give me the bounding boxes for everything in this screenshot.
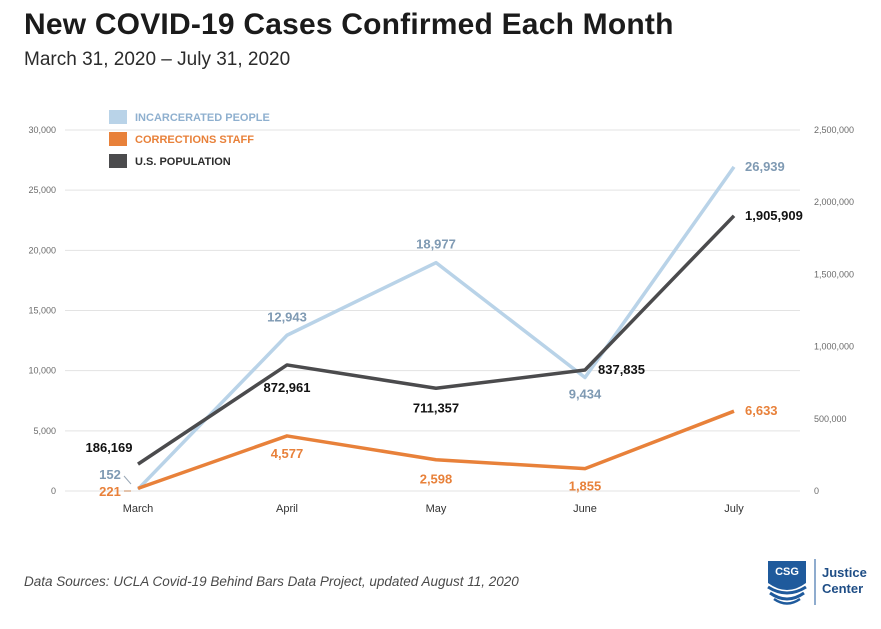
legend-swatch-0 (109, 110, 127, 124)
logo-text-line1: Justice (822, 565, 867, 580)
data-label-incarcerated-may: 18,977 (416, 237, 456, 252)
y-right-tick-label: 2,500,000 (814, 125, 854, 135)
y-left-tick-label: 0 (51, 486, 56, 496)
data-label-population-april: 872,961 (264, 380, 311, 395)
x-tick-label-march: March (123, 503, 154, 515)
y-right-tick-label: 2,000,000 (814, 197, 854, 207)
data-label-staff-march: 221 (99, 484, 121, 499)
logo-text-line2: Center (822, 581, 864, 596)
data-label-staff-april: 4,577 (271, 446, 304, 461)
legend-swatch-2 (109, 154, 127, 168)
logo-text: Justice Center (822, 565, 881, 597)
y-left-tick-label: 10,000 (28, 366, 56, 376)
y-left-tick-label: 15,000 (28, 306, 56, 316)
logo-mark-text: CSG (775, 566, 799, 578)
line-chart: 0 5,000 10,000 15,000 20,000 25,000 30,000 0 500… (28, 110, 854, 515)
chart-subtitle: March 31, 2020 – July 31, 2020 (24, 49, 291, 70)
legend-label-1: CORRECTIONS STAFF (135, 134, 254, 146)
legend-swatch-1 (109, 132, 127, 146)
data-label-incarcerated-june: 9,434 (569, 386, 602, 401)
leader-line (123, 475, 132, 485)
y-left-tick-label: 20,000 (28, 245, 56, 255)
y-right-tick-label: 1,000,000 (814, 342, 854, 352)
data-label-population-july: 1,905,909 (745, 208, 803, 223)
series-line-incarcerated (136, 165, 736, 491)
data-label-incarcerated-march: 152 (99, 467, 121, 482)
y-left-tick-label: 5,000 (33, 426, 56, 436)
data-source-note: Data Sources: UCLA Covid-19 Behind Bars … (24, 574, 519, 589)
x-tick-label-june: June (573, 503, 597, 515)
y-left-tick-label: 25,000 (28, 185, 56, 195)
series-line-us-population (137, 214, 736, 466)
data-label-staff-july: 6,633 (745, 403, 778, 418)
x-tick-label-april: April (276, 503, 298, 515)
chart-title: New COVID-19 Cases Confirmed Each Month (24, 8, 674, 41)
y-right-tick-label: 500,000 (814, 414, 847, 424)
x-tick-label-july: July (724, 503, 744, 515)
legend-label-2: U.S. POPULATION (135, 156, 231, 168)
y-right-tick-label: 0 (814, 486, 819, 496)
data-label-population-may: 711,357 (413, 400, 459, 415)
series-line-corrections-staff (137, 409, 735, 490)
data-label-population-june: 837,835 (598, 362, 645, 377)
x-tick-label-may: May (426, 503, 447, 515)
data-label-staff-may: 2,598 (420, 472, 453, 487)
legend-label-0: INCARCERATED PEOPLE (135, 112, 270, 124)
y-left-tick-label: 30,000 (28, 125, 56, 135)
y-right-tick-label: 1,500,000 (814, 269, 854, 279)
csg-justice-center-logo: CSG (767, 559, 816, 605)
data-label-staff-june: 1,855 (569, 479, 602, 494)
data-label-population-march: 186,169 (86, 440, 133, 455)
data-label-incarcerated-july: 26,939 (745, 159, 785, 174)
data-label-incarcerated-april: 12,943 (267, 309, 307, 324)
